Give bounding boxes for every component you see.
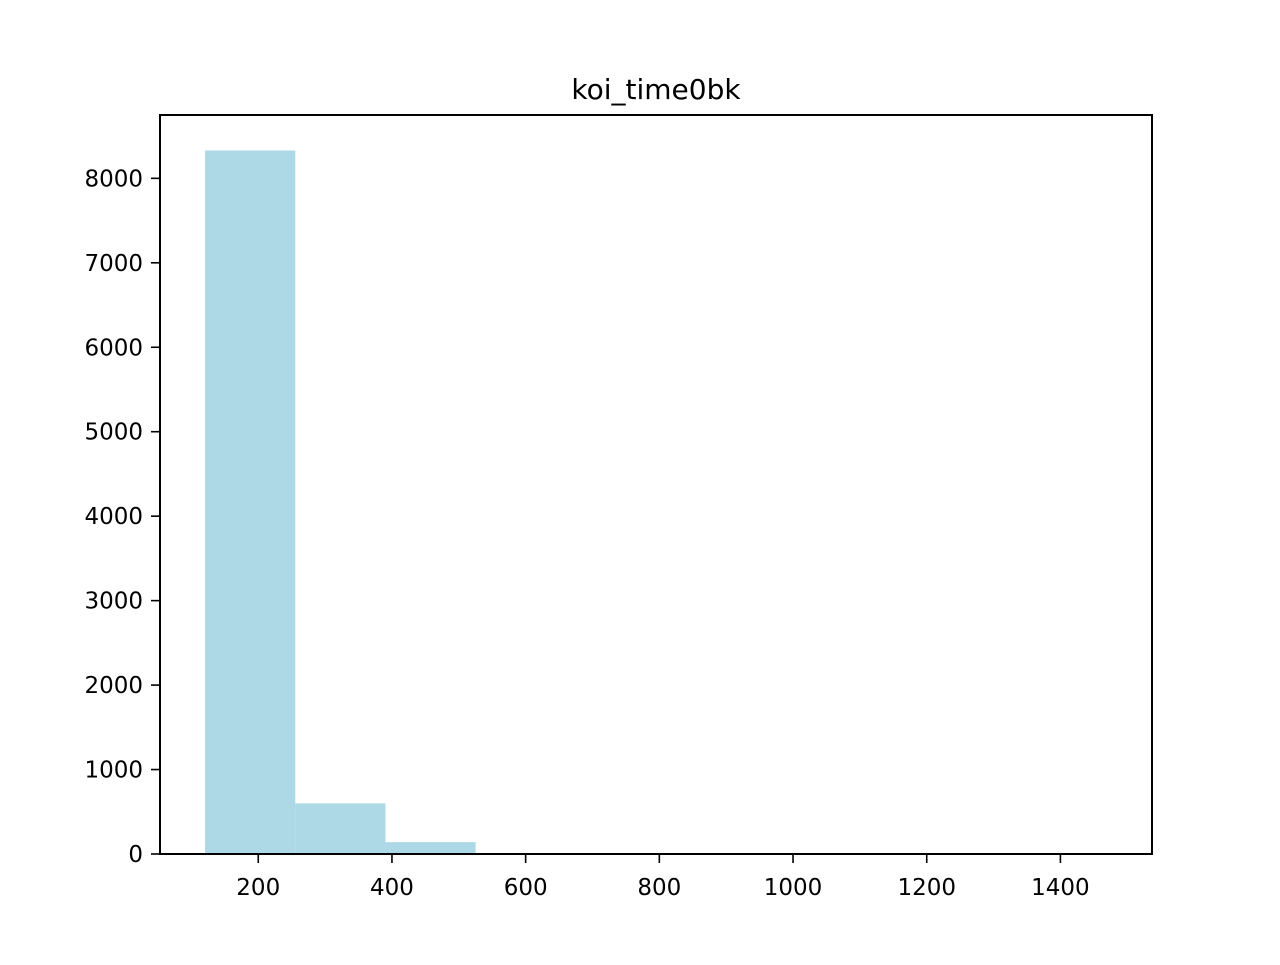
x-tick-label: 200 [236, 875, 280, 901]
y-tick-label: 7000 [84, 251, 143, 277]
x-tick-label: 800 [637, 875, 681, 901]
chart-title: koi_time0bk [571, 73, 741, 106]
y-tick-label: 4000 [84, 504, 143, 530]
x-axis-ticks: 200 400 600 800 1000 1200 1400 [236, 854, 1090, 901]
y-tick-label: 5000 [84, 420, 143, 446]
x-tick-label: 1200 [897, 875, 956, 901]
histogram-bar-0 [205, 150, 296, 855]
y-tick-label: 1000 [84, 758, 143, 784]
y-axis-ticks: 0 1000 2000 3000 4000 5000 6000 7000 8000 [84, 166, 160, 868]
y-tick-label: 0 [128, 842, 143, 868]
histogram-bar-1 [295, 803, 386, 854]
y-tick-label: 2000 [84, 673, 143, 699]
x-tick-label: 1400 [1031, 875, 1090, 901]
plot-frame [159, 114, 1153, 855]
x-tick-label: 400 [370, 875, 414, 901]
y-tick-label: 8000 [84, 166, 143, 192]
bars-group [205, 150, 1107, 855]
x-tick-label: 1000 [764, 875, 823, 901]
histogram-bar-2 [385, 842, 476, 854]
x-tick-label: 600 [504, 875, 548, 901]
y-tick-label: 6000 [84, 335, 143, 361]
y-tick-label: 3000 [84, 589, 143, 615]
